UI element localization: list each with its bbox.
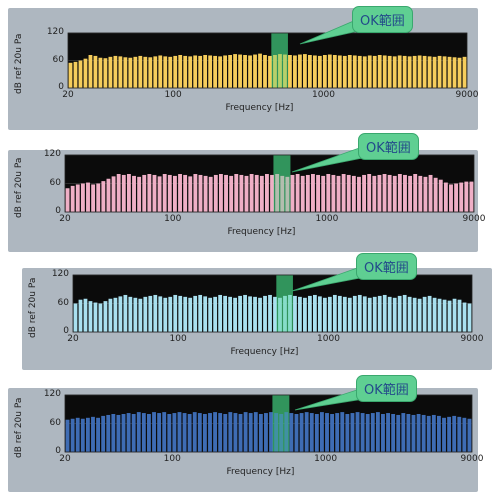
y-tick-label: 0 [63, 326, 69, 336]
y-tick-label: 120 [43, 389, 61, 399]
x-tick-label: 100 [169, 334, 187, 344]
x-tick-label: 20 [59, 214, 71, 224]
x-axis-label: Frequency [Hz] [230, 347, 299, 357]
x-axis-label: Frequency [Hz] [225, 103, 294, 113]
x-tick-label: 9000 [460, 454, 484, 464]
x-tick-label: 1000 [317, 334, 340, 344]
ok-range-callout: OK範囲 [358, 133, 419, 160]
y-tick-label: 60 [49, 177, 61, 188]
x-tick-label: 9000 [460, 334, 484, 344]
x-tick-label: 20 [59, 454, 71, 464]
y-tick-label: 60 [57, 297, 69, 308]
x-tick-label: 9000 [462, 214, 486, 224]
ok-range-callout: OK範囲 [356, 375, 417, 402]
y-tick-label: 120 [51, 269, 69, 279]
x-axis-label: Frequency [Hz] [227, 227, 296, 237]
y-tick-label: 60 [49, 417, 61, 428]
ok-range-callout: OK範囲 [356, 253, 417, 280]
y-tick-label: 0 [55, 446, 61, 456]
x-tick-label: 1000 [312, 90, 335, 100]
x-tick-label: 20 [67, 334, 79, 344]
x-axis-label: Frequency [Hz] [226, 467, 295, 477]
ok-range-callout: OK範囲 [352, 6, 413, 33]
x-tick-label: 9000 [455, 90, 479, 100]
y-axis-label: dB ref 20u Pa [14, 397, 24, 458]
x-tick-label: 100 [164, 90, 182, 100]
y-tick-label: 120 [46, 27, 64, 37]
x-tick-label: 100 [164, 214, 182, 224]
y-axis-label: dB ref 20u Pa [14, 33, 24, 94]
x-tick-label: 1000 [315, 214, 339, 224]
y-tick-label: 0 [58, 82, 64, 92]
y-tick-label: 60 [52, 54, 64, 65]
x-tick-label: 20 [62, 90, 74, 100]
y-tick-label: 0 [55, 206, 61, 216]
y-tick-label: 120 [43, 149, 61, 159]
x-tick-label: 100 [163, 454, 181, 464]
y-axis-label: dB ref 20u Pa [14, 157, 24, 218]
y-axis-label: dB ref 20u Pa [28, 277, 38, 338]
x-tick-label: 1000 [314, 454, 338, 464]
